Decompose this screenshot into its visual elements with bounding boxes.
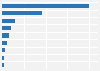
Bar — [2, 63, 4, 67]
Bar — [2, 33, 9, 38]
Bar — [2, 26, 11, 30]
Bar — [2, 56, 4, 60]
Bar — [2, 11, 42, 15]
Bar — [2, 41, 7, 45]
Bar — [2, 19, 15, 23]
Bar — [2, 4, 89, 8]
Bar — [2, 48, 5, 52]
